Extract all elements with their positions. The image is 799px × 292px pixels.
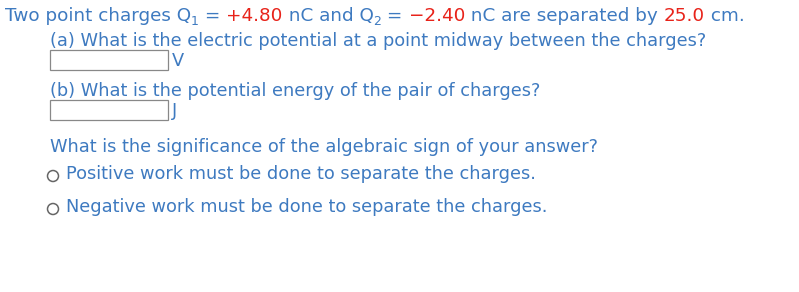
Text: nC and Q: nC and Q (283, 7, 373, 25)
Text: =: = (381, 7, 408, 25)
Text: Two point charges Q: Two point charges Q (5, 7, 191, 25)
Text: 1: 1 (191, 15, 199, 28)
Text: J: J (172, 102, 177, 120)
Text: V: V (172, 52, 184, 70)
Text: What is the significance of the algebraic sign of your answer?: What is the significance of the algebrai… (50, 138, 598, 156)
Text: =: = (199, 7, 226, 25)
Text: (b) What is the potential energy of the pair of charges?: (b) What is the potential energy of the … (50, 82, 540, 100)
Text: Positive work must be done to separate the charges.: Positive work must be done to separate t… (66, 165, 536, 183)
Text: −2.40: −2.40 (408, 7, 465, 25)
Text: 25.0: 25.0 (664, 7, 705, 25)
Text: Negative work must be done to separate the charges.: Negative work must be done to separate t… (66, 198, 547, 216)
Text: cm.: cm. (705, 7, 745, 25)
Text: (a) What is the electric potential at a point midway between the charges?: (a) What is the electric potential at a … (50, 32, 706, 50)
Text: nC are separated by: nC are separated by (465, 7, 664, 25)
FancyBboxPatch shape (50, 50, 168, 70)
FancyBboxPatch shape (50, 100, 168, 120)
Text: +4.80: +4.80 (226, 7, 283, 25)
Text: 2: 2 (373, 15, 381, 28)
